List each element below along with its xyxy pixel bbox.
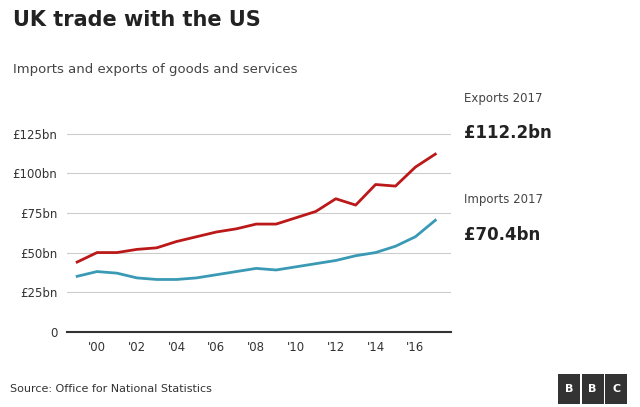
Text: B: B: [564, 384, 573, 394]
Bar: [558, 374, 580, 404]
Text: C: C: [612, 384, 620, 394]
Text: £70.4bn: £70.4bn: [464, 226, 540, 244]
Text: B: B: [588, 384, 597, 394]
Bar: [582, 374, 604, 404]
Text: Source: Office for National Statistics: Source: Office for National Statistics: [10, 384, 211, 394]
Text: Exports 2017: Exports 2017: [464, 92, 543, 105]
Text: £112.2bn: £112.2bn: [464, 124, 552, 142]
Text: Imports 2017: Imports 2017: [464, 193, 543, 206]
Text: UK trade with the US: UK trade with the US: [13, 10, 260, 30]
Bar: [605, 374, 627, 404]
Text: Imports and exports of goods and services: Imports and exports of goods and service…: [13, 63, 298, 76]
